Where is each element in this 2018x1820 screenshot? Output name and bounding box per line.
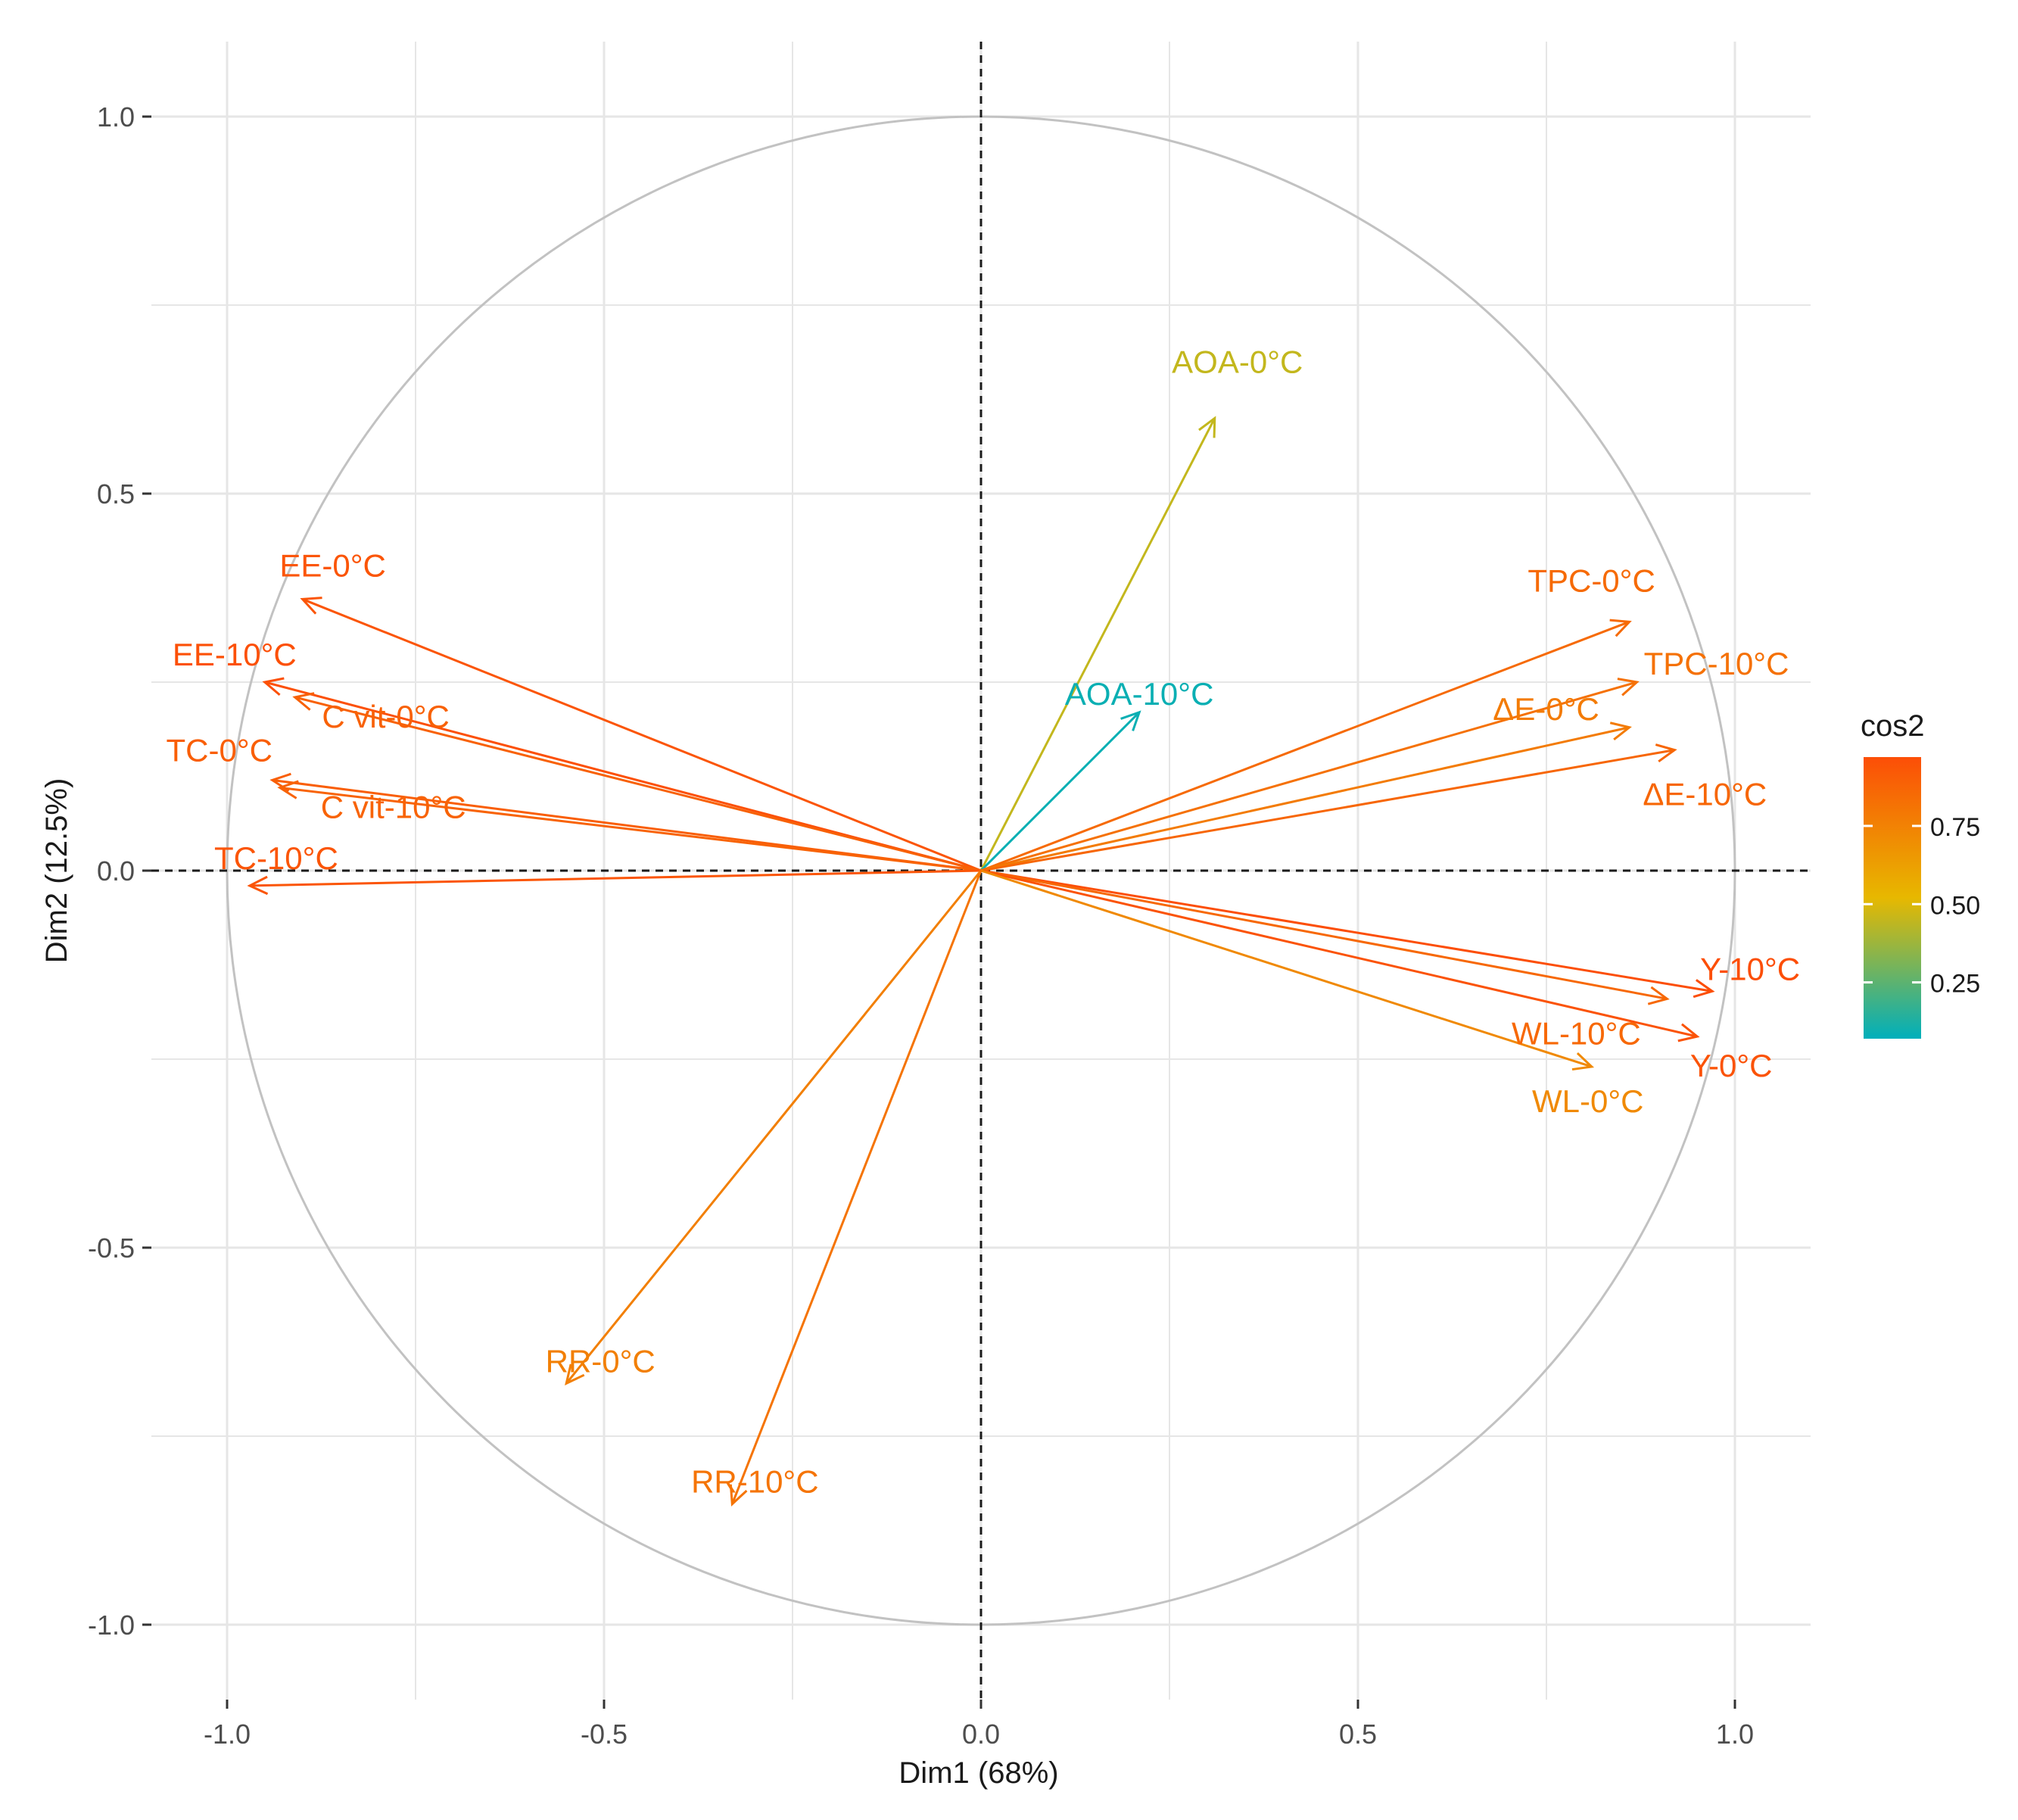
- arrow-head: [247, 875, 269, 896]
- arrow-head: [1198, 416, 1216, 438]
- arrow-shaft: [980, 869, 1713, 993]
- arrow-head: [1693, 979, 1715, 999]
- arrow-shaft: [565, 870, 983, 1385]
- arrow-shaft: [980, 749, 1675, 872]
- x-axis: -1.0 -0.5 0.0 0.5 1.0: [204, 1700, 1754, 1750]
- variable-label: RR-10°C: [691, 1464, 819, 1500]
- arrow-shaft: [249, 869, 982, 887]
- variable-arrows: [247, 416, 1715, 1507]
- arrow-shaft: [302, 598, 982, 872]
- variable-label: AOA-10°C: [1065, 676, 1214, 712]
- arrow-head: [292, 692, 315, 711]
- arrow-shaft: [730, 870, 983, 1505]
- legend-tick-label: 0.75: [1930, 813, 1980, 842]
- variable-arrow: [980, 721, 1632, 872]
- variable-arrow: [979, 710, 1141, 872]
- y-tick-label: -1.0: [88, 1610, 135, 1641]
- variable-label: EE-0°C: [279, 547, 386, 583]
- legend-ticks: 0.75 0.50 0.25: [1864, 813, 1980, 999]
- variable-label: TPC-0°C: [1528, 563, 1655, 598]
- legend-tick-label: 0.25: [1930, 970, 1980, 999]
- arrow-head: [1571, 1052, 1595, 1071]
- variable-arrow: [729, 870, 983, 1507]
- variable-arrow: [980, 869, 1700, 1042]
- legend-title: cos2: [1861, 709, 1925, 743]
- x-tick-label: 0.0: [962, 1719, 1000, 1750]
- variable-label: Y-0°C: [1690, 1048, 1773, 1083]
- arrow-shaft: [264, 681, 982, 872]
- arrow-head: [1677, 1023, 1700, 1042]
- variable-label: ΔE-0°C: [1493, 691, 1599, 727]
- variable-label: Y-10°C: [1700, 951, 1800, 986]
- y-tick-label: 0.0: [97, 855, 135, 887]
- variable-arrow: [262, 677, 982, 872]
- variable-arrow: [980, 743, 1677, 872]
- arrow-head: [300, 597, 322, 615]
- x-tick-label: -1.0: [204, 1719, 251, 1750]
- plot-panel: AOA-0°C AOA-10°C EE-0°C EE-10°C C vit-0°C TC-…: [151, 42, 1811, 1700]
- variable-label: C vit-0°C: [322, 699, 449, 734]
- x-axis-title: Dim1 (68%): [898, 1756, 1058, 1790]
- arrow-shaft: [980, 681, 1637, 872]
- variable-label: WL-10°C: [1512, 1015, 1641, 1051]
- variable-labels: AOA-0°C AOA-10°C EE-0°C EE-10°C C vit-0°C TC-…: [167, 344, 1801, 1499]
- y-tick-label: 1.0: [97, 101, 135, 132]
- arrow-head: [1609, 721, 1632, 741]
- variable-arrow: [292, 692, 982, 872]
- legend-color-bar: [1864, 757, 1921, 1039]
- arrow-head: [565, 1363, 585, 1385]
- x-tick-label: 1.0: [1716, 1719, 1754, 1750]
- arrow-head: [729, 1484, 748, 1507]
- arrow-head: [1617, 678, 1640, 697]
- variable-arrow: [565, 870, 983, 1385]
- arrow-shaft: [980, 726, 1630, 872]
- variable-label: RR-0°C: [546, 1343, 656, 1379]
- x-tick-label: -0.5: [581, 1719, 628, 1750]
- variable-label: WL-0°C: [1532, 1083, 1643, 1119]
- arrow-shaft: [980, 620, 1630, 872]
- arrow-head: [1647, 986, 1670, 1005]
- legend-tick-label: 0.50: [1930, 891, 1980, 920]
- arrow-head: [277, 780, 299, 799]
- x-tick-label: 0.5: [1339, 1719, 1377, 1750]
- variable-label: ΔE-10°C: [1643, 777, 1767, 812]
- variable-arrow: [979, 416, 1216, 871]
- variable-label: TC-0°C: [167, 732, 272, 768]
- variable-arrow: [980, 619, 1632, 872]
- variable-arrow: [980, 678, 1640, 872]
- variable-label: C vit-10°C: [321, 789, 466, 824]
- variable-arrow: [980, 869, 1670, 1005]
- arrow-shaft: [279, 786, 982, 872]
- arrow-head: [262, 677, 285, 697]
- variable-label: TC-10°C: [214, 840, 338, 876]
- variable-arrow: [300, 597, 982, 872]
- y-tick-label: -0.5: [88, 1233, 135, 1264]
- arrow-head: [1655, 743, 1677, 763]
- arrow-head: [1609, 619, 1632, 637]
- variable-arrow: [277, 780, 982, 872]
- arrow-head: [1120, 710, 1141, 731]
- variable-label: EE-10°C: [173, 637, 297, 672]
- cos2-legend: cos2 0.75 0.50 0.25: [1861, 709, 1980, 1039]
- arrow-shaft: [979, 417, 1216, 871]
- variable-label: TPC-10°C: [1644, 646, 1789, 681]
- variable-label: AOA-0°C: [1172, 344, 1303, 379]
- variable-arrow: [247, 869, 982, 896]
- arrow-shaft: [980, 869, 1593, 1068]
- arrow-shaft: [980, 869, 1668, 1000]
- arrow-shaft: [979, 711, 1141, 872]
- y-axis: 1.0 0.5 0.0 -0.5 -1.0: [88, 101, 151, 1641]
- variable-arrow: [980, 869, 1715, 999]
- variable-arrow: [980, 869, 1595, 1071]
- arrow-shaft: [980, 869, 1698, 1038]
- y-axis-title: Dim2 (12.5%): [40, 778, 73, 964]
- arrow-shaft: [294, 696, 982, 872]
- y-tick-label: 0.5: [97, 478, 135, 510]
